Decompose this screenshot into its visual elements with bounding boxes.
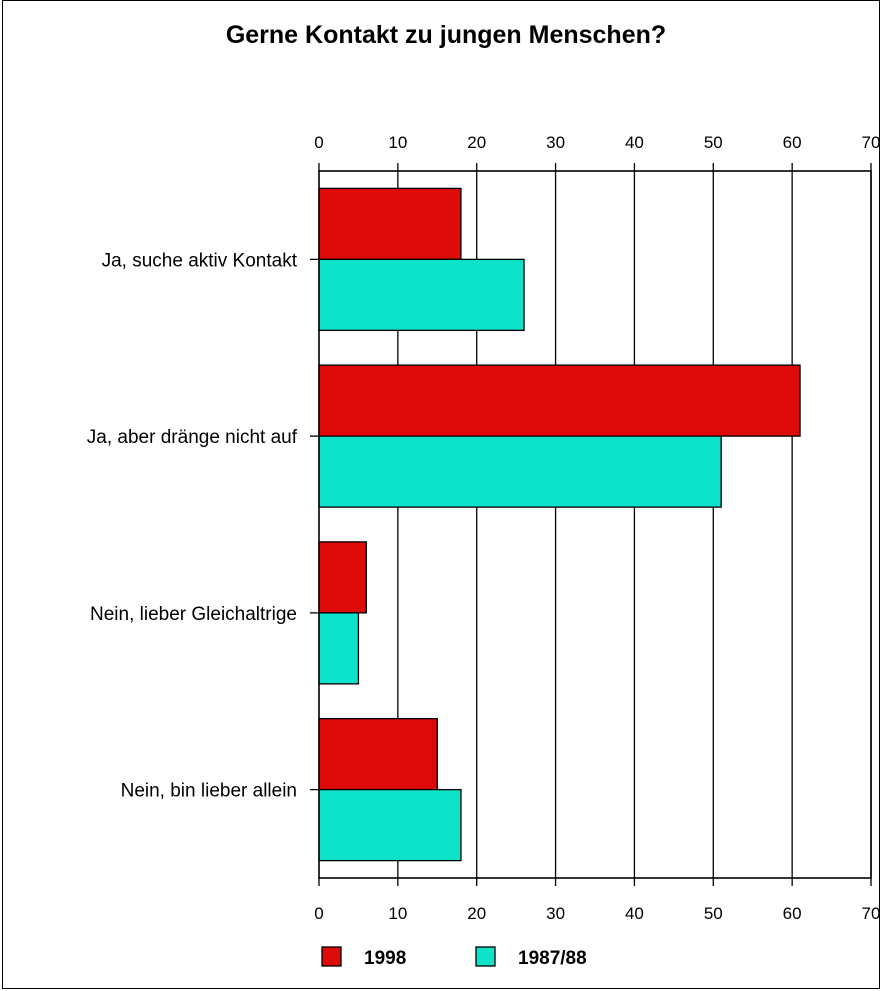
x-tick-label: 10 xyxy=(388,133,407,152)
bar-series-1 xyxy=(318,717,438,791)
x-axis-bottom-ticks: 0 10 20 30 40 50 60 70 xyxy=(314,878,880,923)
x-tick-label: 70 xyxy=(862,133,881,152)
x-tick-label: 0 xyxy=(314,133,323,152)
category-label: Ja, suche aktiv Kontakt xyxy=(102,250,298,271)
axes xyxy=(310,170,872,879)
bar-series-2 xyxy=(318,612,360,685)
x-tick-label: 60 xyxy=(783,904,802,923)
bar-series-1 xyxy=(318,541,367,614)
bars xyxy=(318,187,801,862)
bar-series-1 xyxy=(318,187,462,261)
x-tick-label: 60 xyxy=(783,133,802,152)
x-tick-label: 0 xyxy=(314,904,323,923)
legend-swatch xyxy=(321,946,342,967)
x-tick-label: 40 xyxy=(625,904,644,923)
plot-area-frame xyxy=(318,170,872,879)
x-tick-label: 50 xyxy=(704,133,723,152)
legend: 1998 1987/88 xyxy=(321,946,587,969)
x-tick-label: 20 xyxy=(467,133,486,152)
x-axis-top-ticks: 0 10 20 30 40 50 60 70 xyxy=(314,133,880,171)
x-tick-label: 10 xyxy=(388,904,407,923)
x-tick-label: 30 xyxy=(546,133,565,152)
bar-series-2 xyxy=(318,788,462,862)
x-tick-label: 20 xyxy=(467,904,486,923)
x-tick-label: 40 xyxy=(625,133,644,152)
legend-label: 1998 xyxy=(364,948,406,969)
category-label: Nein, bin lieber allein xyxy=(121,781,297,802)
category-label: Ja, aber dränge nicht auf xyxy=(87,427,298,448)
legend-label: 1987/88 xyxy=(518,948,587,969)
x-tick-label: 30 xyxy=(546,904,565,923)
category-label: Nein, lieber Gleichaltrige xyxy=(90,604,297,625)
chart-title: Gerne Kontakt zu jungen Menschen? xyxy=(226,21,666,49)
category-labels: Ja, suche aktiv Kontakt Ja, aber dränge n… xyxy=(87,250,298,801)
bar-series-1 xyxy=(318,364,801,437)
legend-swatch xyxy=(475,946,496,967)
bar-series-2 xyxy=(318,258,525,332)
x-tick-label: 70 xyxy=(862,904,881,923)
bar-series-2 xyxy=(318,435,722,508)
x-tick-label: 50 xyxy=(704,904,723,923)
